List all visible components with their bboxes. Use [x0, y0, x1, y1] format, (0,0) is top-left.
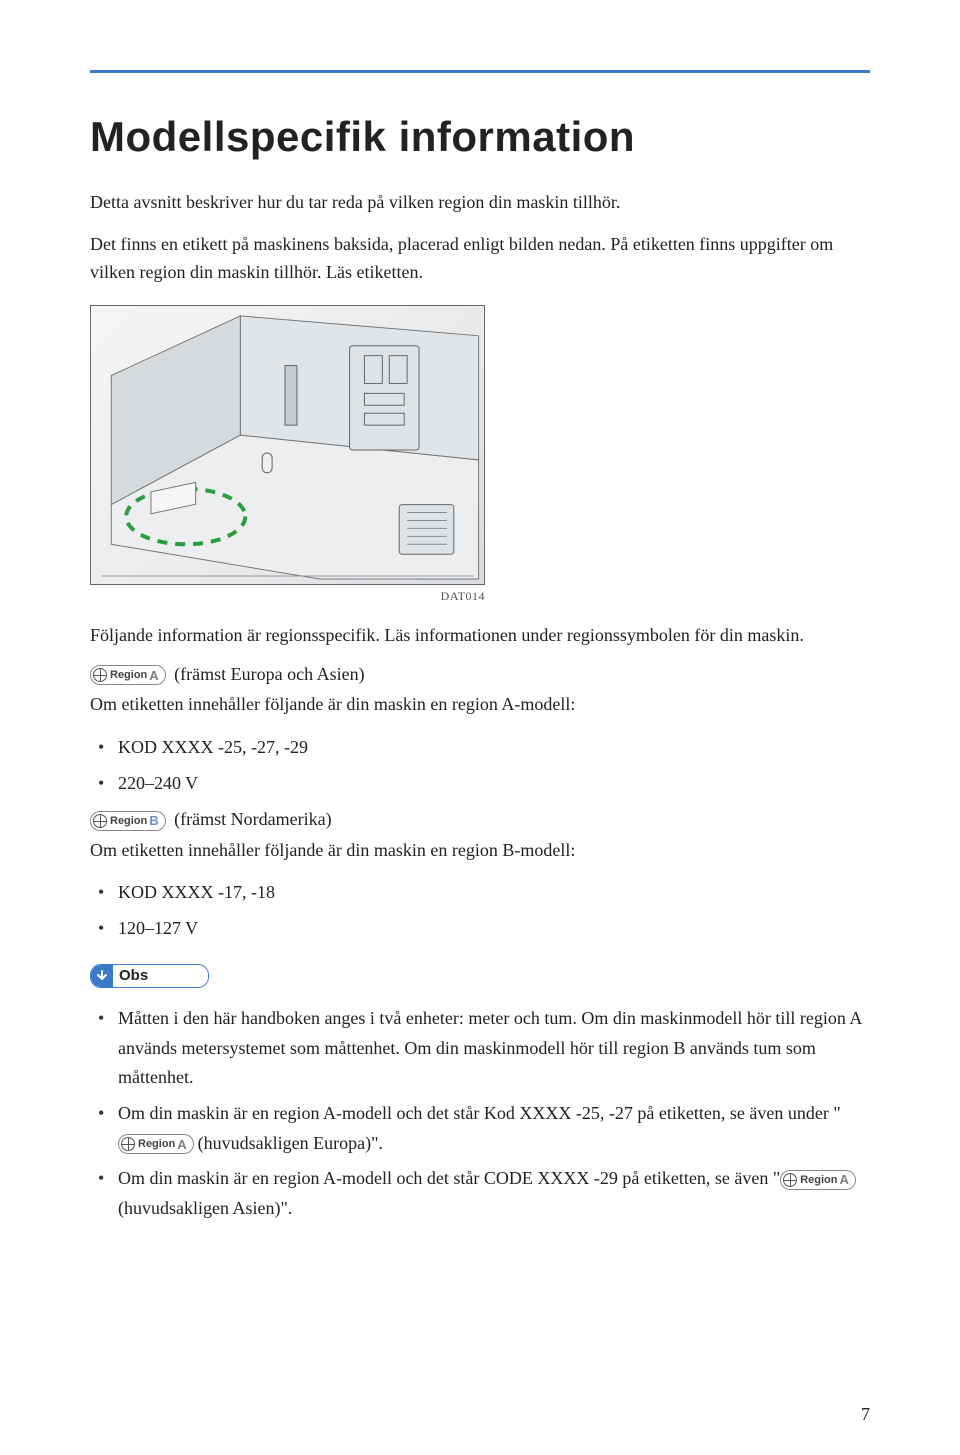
region-letter-b: B — [149, 813, 158, 828]
page-title: Modellspecifik information — [90, 113, 870, 161]
region-letter-a: A — [149, 668, 158, 683]
obs-item-post: (huvudsakligen Europa)". — [198, 1133, 383, 1153]
list-item: Måtten i den här handboken anges i två e… — [118, 1004, 870, 1093]
region-b-list: KOD XXXX -17, -18 120–127 V — [90, 878, 870, 943]
region-letter-a: A — [839, 1169, 848, 1190]
intro-paragraph-2: Det finns en etikett på maskinens baksid… — [90, 231, 870, 287]
figure-caption: DAT014 — [90, 589, 485, 604]
obs-item-pre: Om din maskin är en region A-modell och … — [118, 1103, 841, 1123]
arrow-down-icon — [91, 965, 113, 987]
region-letter-a: A — [177, 1134, 186, 1155]
region-a-line: Region A (främst Europa och Asien) — [90, 664, 870, 686]
obs-item-post: (huvudsakligen Asien)". — [118, 1198, 292, 1218]
obs-list: Måtten i den här handboken anges i två e… — [90, 1004, 870, 1224]
list-item: Om din maskin är en region A-modell och … — [118, 1099, 870, 1158]
region-label: Region — [110, 669, 147, 681]
region-b-badge: Region B — [90, 811, 166, 831]
machine-illustration — [91, 306, 484, 584]
region-b-line: Region B (främst Nordamerika) — [90, 809, 870, 831]
globe-icon — [93, 814, 107, 828]
obs-item-pre: Om din maskin är en region A-modell och … — [118, 1168, 780, 1188]
top-rule — [90, 70, 870, 73]
obs-label: Obs — [119, 967, 148, 984]
list-item: KOD XXXX -25, -27, -29 — [118, 733, 870, 763]
region-label: Region — [800, 1171, 837, 1189]
list-item: KOD XXXX -17, -18 — [118, 878, 870, 908]
region-b-suffix: (främst Nordamerika) — [174, 809, 331, 829]
region-a-badge-inline: RegionA — [780, 1170, 856, 1190]
machine-rear-figure — [90, 305, 485, 585]
after-figure-paragraph: Följande information är regionsspecifik.… — [90, 622, 870, 650]
list-item: 220–240 V — [118, 769, 870, 799]
page-number: 7 — [861, 1404, 870, 1425]
region-a-list: KOD XXXX -25, -27, -29 220–240 V — [90, 733, 870, 798]
globe-icon — [783, 1173, 797, 1187]
region-b-text: Om etiketten innehåller följande är din … — [90, 837, 870, 865]
region-a-text: Om etiketten innehåller följande är din … — [90, 691, 870, 719]
region-a-suffix: (främst Europa och Asien) — [174, 664, 364, 684]
obs-badge: Obs — [90, 964, 209, 988]
globe-icon — [93, 668, 107, 682]
globe-icon — [121, 1137, 135, 1151]
intro-paragraph-1: Detta avsnitt beskriver hur du tar reda … — [90, 189, 870, 217]
list-item: 120–127 V — [118, 914, 870, 944]
region-label: Region — [138, 1135, 175, 1153]
list-item: Om din maskin är en region A-modell och … — [118, 1164, 870, 1223]
region-label: Region — [110, 815, 147, 827]
document-page: Modellspecifik information Detta avsnitt… — [0, 0, 960, 1455]
region-a-badge-inline: RegionA — [118, 1134, 194, 1154]
region-a-badge: Region A — [90, 665, 166, 685]
